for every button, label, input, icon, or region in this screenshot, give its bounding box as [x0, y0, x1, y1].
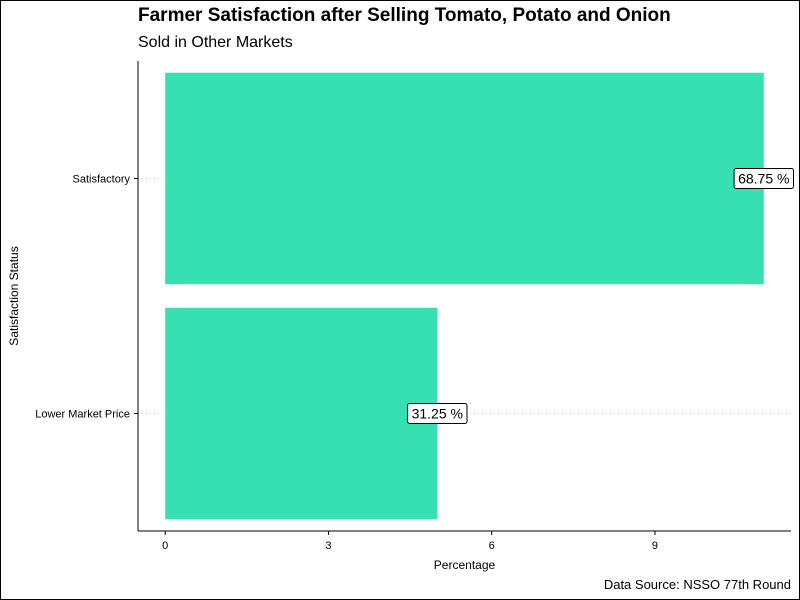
y-tick-label: Lower Market Price [35, 409, 130, 421]
bar-1 [165, 307, 438, 520]
bar-2 [165, 72, 764, 285]
x-tick-label: 6 [489, 540, 495, 552]
data-label-2: 68.75 % [738, 171, 789, 187]
x-tick-label: 3 [325, 540, 331, 552]
x-tick-label: 0 [162, 540, 168, 552]
chart-subtitle: Sold in Other Markets [138, 34, 293, 51]
data-source-caption: Data Source: NSSO 77th Round [603, 577, 791, 592]
chart-title: Farmer Satisfaction after Selling Tomato… [138, 5, 671, 26]
data-label-box [407, 403, 468, 424]
x-tick-label: 9 [652, 540, 658, 552]
data-label-1: 31.25 % [412, 406, 463, 422]
data-label-box [733, 168, 794, 189]
y-axis-title: Satisfaction Status [7, 246, 21, 345]
x-axis-title: Percentage [434, 558, 496, 572]
y-tick-label: Satisfactory [73, 174, 131, 186]
